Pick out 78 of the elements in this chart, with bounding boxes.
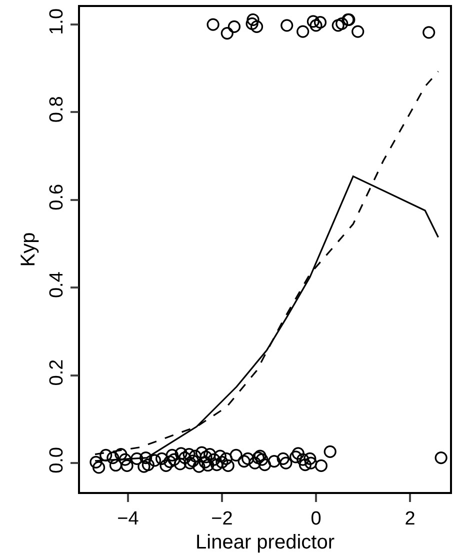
point <box>178 452 192 464</box>
point <box>174 447 188 460</box>
point <box>280 456 292 470</box>
point <box>164 455 176 468</box>
point <box>242 452 254 465</box>
point <box>220 452 233 465</box>
x-axis-title: Linear predictor <box>196 532 335 554</box>
point <box>230 448 242 462</box>
y-axis-title: Kyp <box>18 232 40 267</box>
point <box>118 453 132 466</box>
y-tick-label: 0.4 <box>46 271 68 298</box>
point <box>292 447 304 460</box>
point <box>304 452 316 465</box>
point <box>202 458 214 472</box>
point <box>268 455 280 468</box>
point <box>276 452 290 465</box>
point <box>138 460 150 473</box>
point <box>324 445 336 458</box>
point <box>304 456 318 470</box>
point <box>200 450 212 464</box>
x-tick-label: −2 <box>211 508 233 530</box>
point <box>214 450 226 462</box>
point <box>238 455 250 468</box>
point <box>90 456 102 468</box>
point <box>182 448 196 461</box>
point <box>280 19 294 32</box>
x-tick-label: 2 <box>404 508 416 530</box>
point <box>186 454 200 468</box>
point <box>168 453 180 466</box>
point <box>174 458 186 470</box>
point <box>336 17 348 30</box>
point <box>352 25 364 38</box>
point <box>160 459 172 472</box>
point <box>210 458 224 472</box>
point <box>220 27 234 40</box>
point <box>228 20 241 34</box>
point <box>289 450 302 464</box>
point <box>203 448 216 461</box>
point <box>206 18 220 31</box>
point <box>106 452 120 464</box>
x-tick-label: 0 <box>310 508 322 530</box>
point <box>166 448 178 462</box>
point <box>332 19 344 32</box>
point <box>256 453 268 466</box>
point <box>222 459 234 472</box>
point <box>314 459 328 472</box>
point <box>114 448 128 461</box>
point <box>120 459 134 472</box>
point <box>142 458 154 472</box>
y-tick-label: 1.0 <box>46 8 68 35</box>
point <box>246 13 260 26</box>
point <box>250 20 264 34</box>
point <box>314 16 327 29</box>
point <box>192 460 206 473</box>
point <box>140 452 152 464</box>
point <box>422 26 436 39</box>
y-tick-label: 0.2 <box>46 359 68 386</box>
point <box>156 452 168 465</box>
point <box>298 458 312 472</box>
point <box>248 456 262 470</box>
point <box>216 456 228 468</box>
point <box>92 461 106 474</box>
point <box>246 17 258 30</box>
point <box>258 458 272 472</box>
point <box>296 453 310 466</box>
point <box>434 452 448 464</box>
point <box>130 452 144 465</box>
x-tick-label: −4 <box>117 508 140 530</box>
point <box>148 454 162 467</box>
y-tick-label: 0.0 <box>46 447 68 474</box>
y-tick-label: 0.6 <box>46 184 68 210</box>
point <box>306 15 320 28</box>
point <box>100 448 112 462</box>
point <box>310 19 322 32</box>
point <box>109 458 122 472</box>
point <box>296 25 310 38</box>
point <box>195 446 208 459</box>
y-tick-label: 0.8 <box>46 96 68 123</box>
